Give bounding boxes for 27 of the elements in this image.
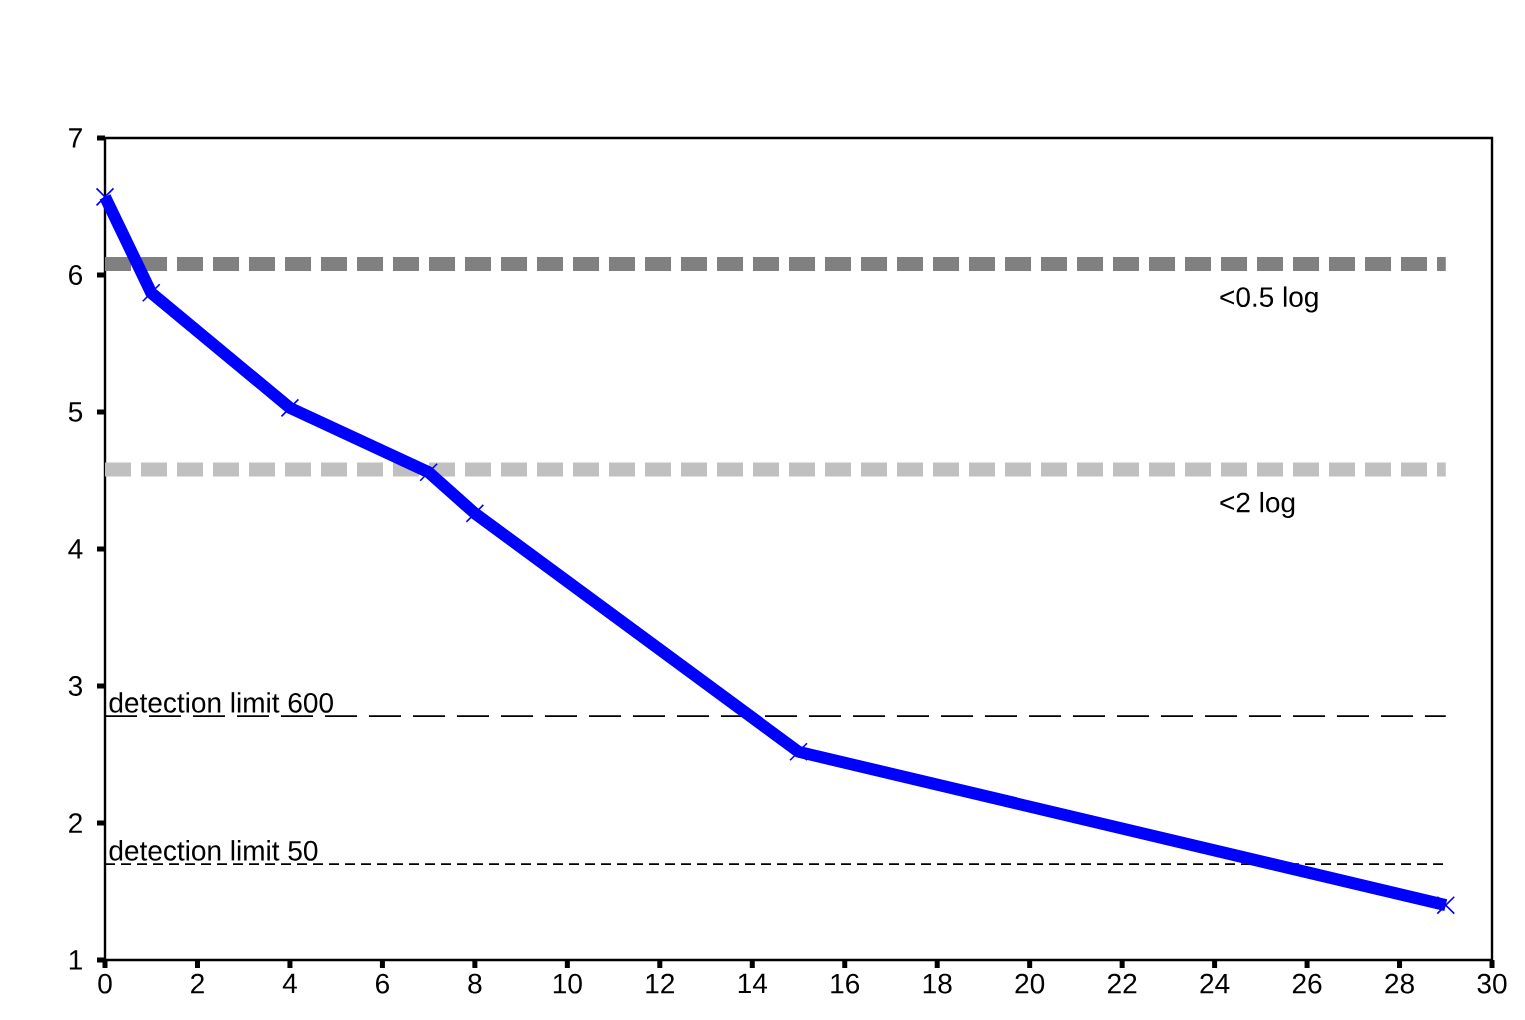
ref-line-label: <2 log xyxy=(1220,491,1295,519)
x-tick-label: 18 xyxy=(923,973,952,994)
y-tick-label: 5 xyxy=(68,402,83,422)
x-tick-label: 10 xyxy=(553,973,582,994)
x-tick-label: 8 xyxy=(468,973,482,994)
x-tick-label: 30 xyxy=(1477,973,1507,994)
ref-line-label: detection limit 50 xyxy=(109,840,318,861)
y-tick-label: 7 xyxy=(69,128,82,148)
y-tick-label: 2 xyxy=(69,813,82,833)
x-tick-label: 20 xyxy=(1015,973,1045,994)
x-tick-label: 12 xyxy=(646,973,674,994)
ref-line-label: <0.5 log xyxy=(1220,286,1318,313)
x-tick-label: 2 xyxy=(191,973,204,994)
x-tick-label: 24 xyxy=(1200,973,1230,994)
x-tick-label: 6 xyxy=(376,973,389,994)
x-tick-label: 4 xyxy=(282,973,297,993)
y-tick-label: 6 xyxy=(69,265,83,285)
ref-line-label: detection limit 600 xyxy=(109,692,333,713)
x-tick-label: 0 xyxy=(98,973,112,994)
y-tick-label: 4 xyxy=(68,539,83,559)
y-tick-label: 3 xyxy=(68,676,83,696)
x-tick-label: 28 xyxy=(1385,973,1414,994)
x-tick-label: 14 xyxy=(738,973,768,993)
x-tick-label: 22 xyxy=(1107,973,1137,994)
y-tick-label: 1 xyxy=(69,950,82,970)
x-tick-label: 16 xyxy=(831,973,860,994)
x-tick-label: 26 xyxy=(1292,973,1322,994)
